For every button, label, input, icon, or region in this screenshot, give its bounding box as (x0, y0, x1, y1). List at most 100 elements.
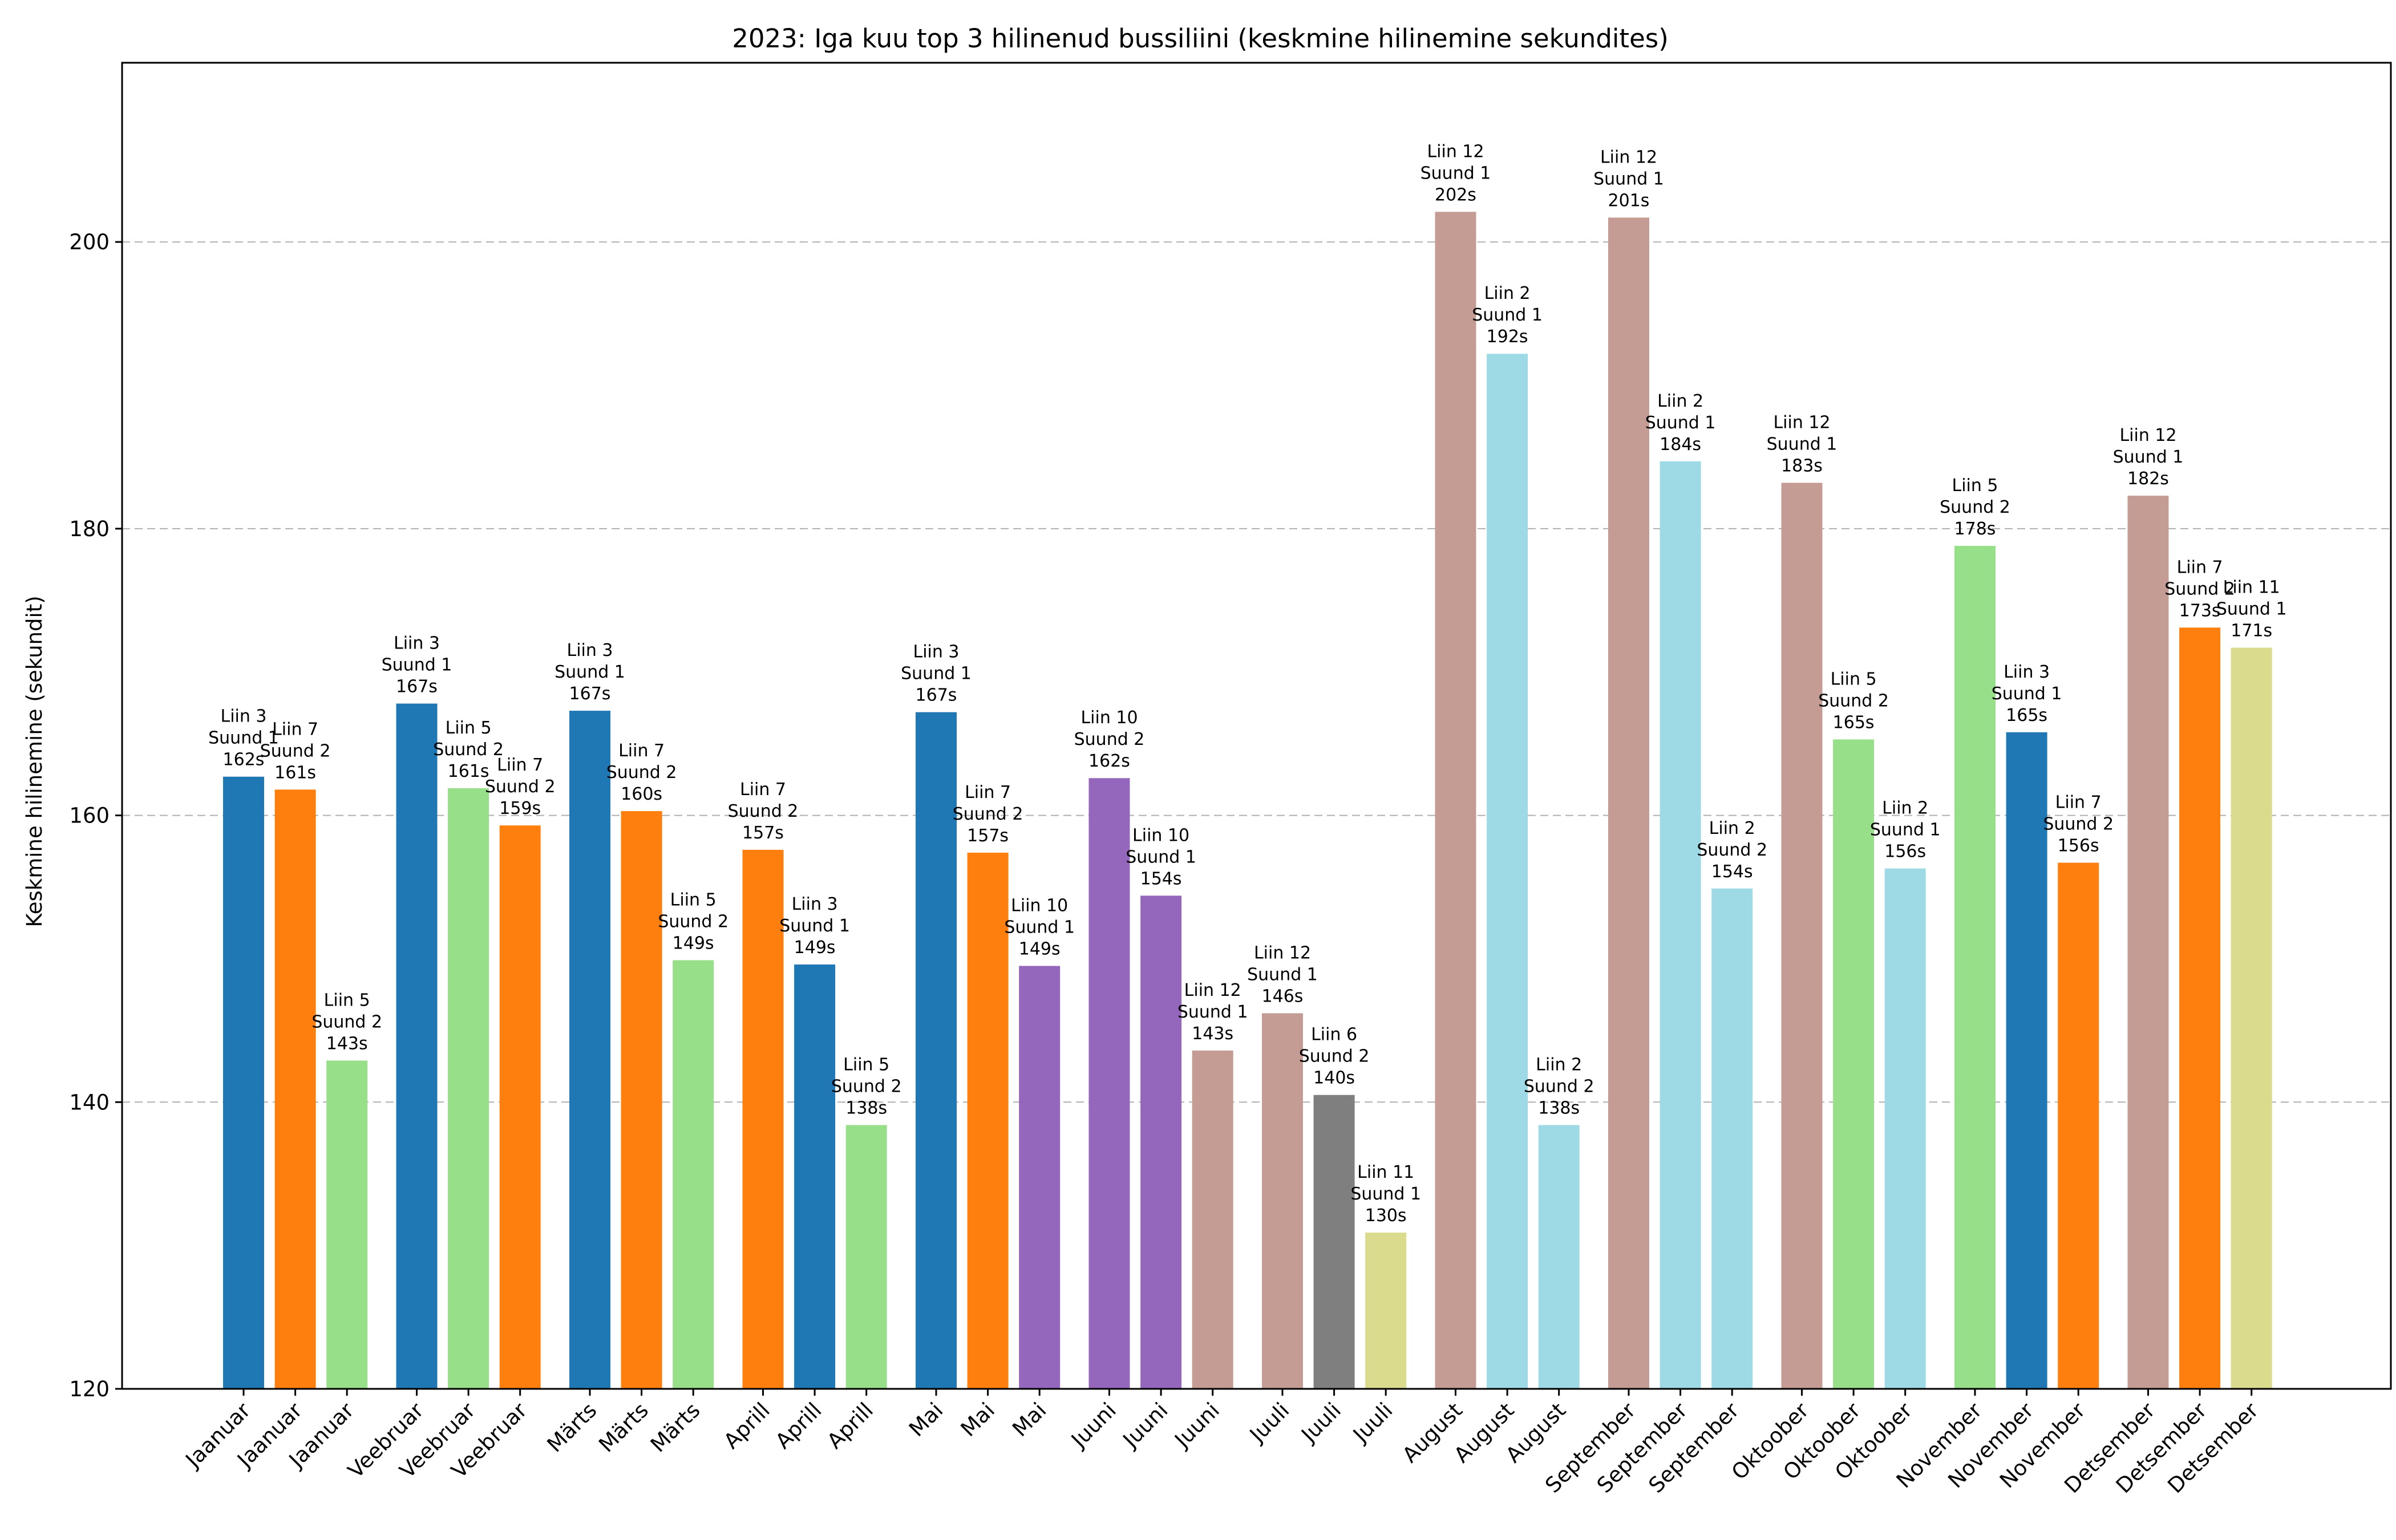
bar-label-direction: Suund 2 (485, 777, 556, 797)
bar-label-line: Liin 12 (1184, 980, 1241, 1000)
bar (2058, 862, 2099, 1389)
bar (1435, 212, 1476, 1389)
bar (845, 1125, 887, 1389)
bar-label-line: Liin 7 (2177, 557, 2223, 577)
bar (1262, 1013, 1303, 1389)
bar (1487, 354, 1528, 1389)
bar-label-direction: Suund 2 (953, 804, 1023, 824)
bar-label-line: Liin 10 (1011, 896, 1068, 916)
bar-label-direction: Suund 2 (433, 740, 504, 760)
bar-label-direction: Suund 1 (1472, 305, 1543, 325)
bar-label-line: Liin 5 (446, 718, 492, 738)
bar (569, 711, 610, 1389)
chart-title: 2023: Iga kuu top 3 hilinenud bussiliini… (732, 23, 1669, 54)
bar-label-line: Liin 12 (1773, 412, 1830, 432)
x-tick-label: Juuni (1169, 1398, 1225, 1453)
bar-label-label: 140s (1313, 1068, 1355, 1088)
bar (1884, 868, 1926, 1389)
bar (742, 849, 784, 1389)
bar-label-label: 162s (223, 750, 265, 770)
bar-label-label: 149s (1019, 939, 1061, 959)
bar-label-direction: Suund 2 (2164, 579, 2235, 599)
bar-label-direction: Suund 1 (208, 728, 279, 748)
bar-label-line: Liin 5 (324, 990, 370, 1010)
bar-label-label: 171s (2231, 621, 2272, 641)
bar-label-direction: Suund 2 (1299, 1047, 1370, 1067)
bar (2179, 627, 2221, 1389)
bar-label-direction: Suund 1 (1247, 964, 1318, 984)
bar-label-direction: Suund 1 (382, 655, 452, 675)
y-tick-label: 200 (69, 230, 110, 254)
bar-label-label: 202s (1435, 185, 1476, 205)
bar (1313, 1095, 1355, 1389)
bar-label-direction: Suund 1 (1177, 1002, 1248, 1022)
bar-label-line: Liin 5 (843, 1055, 889, 1075)
bar (1088, 778, 1130, 1389)
x-tick-label: Mai (956, 1398, 999, 1441)
bar-label-line: Liin 2 (1657, 391, 1703, 411)
y-axis-ticks: 120 140 160 180 200 (69, 230, 122, 1401)
bar (1538, 1125, 1580, 1389)
bar-label-line: Liin 10 (1132, 825, 1189, 845)
bar-label-line: Liin 2 (1536, 1055, 1582, 1075)
bar-label-line: Liin 11 (2223, 578, 2280, 598)
bar-label-label: 165s (2006, 706, 2047, 726)
bar-label-line: Liin 2 (1484, 283, 1531, 303)
bar (794, 964, 836, 1389)
bar-label-direction: Suund 2 (606, 763, 677, 783)
bar-label-label: 130s (1365, 1206, 1407, 1226)
bar (448, 788, 489, 1389)
bar-label-label: 157s (742, 823, 784, 843)
bar-label-line: Liin 12 (2119, 425, 2176, 445)
bar (2006, 732, 2047, 1389)
bars (223, 212, 2272, 1389)
bar (1365, 1233, 1407, 1389)
bar (1192, 1050, 1233, 1389)
bar-label-label: 154s (1711, 862, 1753, 882)
x-tick-label: Juuni (1066, 1398, 1121, 1453)
bar (1711, 888, 1753, 1389)
bar-label-label: 143s (1192, 1024, 1233, 1044)
bar-label-direction: Suund 1 (779, 916, 850, 936)
bar-label-direction: Suund 2 (1524, 1077, 1594, 1097)
bar-label-label: 149s (794, 938, 836, 958)
bar-label-line: Liin 10 (1080, 708, 1138, 728)
bar-label-line: Liin 2 (1882, 799, 1928, 818)
bar-label-line: Liin 3 (566, 641, 613, 660)
y-tick-label: 120 (69, 1377, 110, 1401)
bar-label-label: 173s (2179, 601, 2221, 621)
bar-label-direction: Suund 2 (260, 741, 331, 761)
bar-label-label: 192s (1487, 327, 1528, 347)
bar-label-label: 184s (1660, 435, 1701, 455)
bar-label-direction: Suund 2 (658, 911, 728, 931)
y-tick-label: 140 (69, 1090, 110, 1115)
bar-label-line: Liin 7 (2055, 793, 2102, 813)
bar-label-line: Liin 3 (394, 634, 440, 654)
bar (1781, 483, 1823, 1389)
bar-label-line: Liin 7 (740, 780, 786, 800)
bar (1954, 546, 1996, 1389)
bar (916, 712, 957, 1389)
x-tick-label: Aprill (719, 1398, 774, 1453)
bar-label-line: Liin 5 (670, 890, 717, 910)
plot-frame (121, 62, 2392, 1390)
bar-label-label: 146s (1262, 986, 1304, 1006)
bar-label-label: 138s (845, 1099, 887, 1118)
bar-label-label: 154s (1140, 869, 1182, 889)
bar-label-direction: Suund 2 (2043, 814, 2114, 834)
bar-label-direction: Suund 2 (1697, 840, 1767, 860)
bar-label-label: 162s (1088, 751, 1130, 771)
bar-label-label: 149s (673, 933, 714, 953)
x-tick-label: Mai (1007, 1398, 1051, 1441)
bar-label-label: 161s (274, 763, 316, 783)
bar-label-label: 156s (2058, 836, 2099, 856)
bar-label-label: 201s (1608, 191, 1650, 210)
x-tick-label: Mai (904, 1398, 948, 1441)
bar-label-label: 182s (2127, 469, 2169, 489)
y-axis-label: Keskmine hilinemine (sekundit) (22, 595, 47, 927)
bar-label-line: Liin 7 (497, 755, 543, 775)
bar-label-direction: Suund 2 (728, 801, 799, 821)
x-tick-label: Juuli (1296, 1398, 1346, 1448)
bar-label-line: Liin 7 (965, 783, 1011, 803)
